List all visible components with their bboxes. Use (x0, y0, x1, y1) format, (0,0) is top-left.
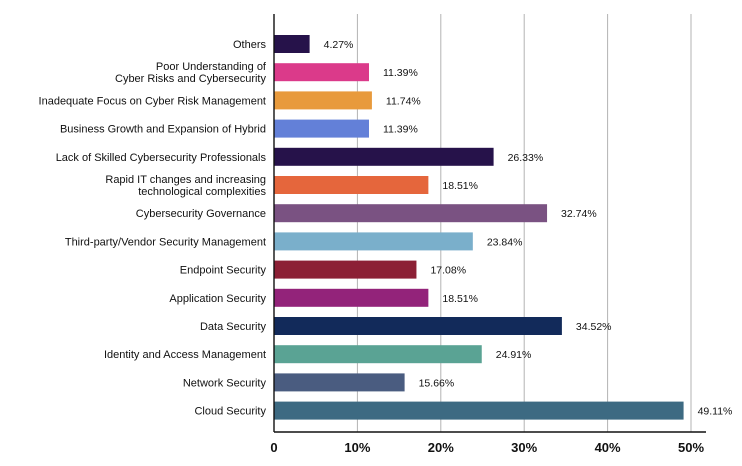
category-label: Poor Understanding of Cyber Risks and Cyb… (115, 61, 267, 85)
bar (274, 401, 684, 420)
bar (274, 63, 369, 82)
value-label: 26.33% (508, 152, 544, 164)
bar (274, 204, 548, 223)
x-tick-label: 0 (270, 440, 277, 455)
value-label: 18.51% (442, 180, 478, 192)
bar (274, 35, 310, 53)
bar (274, 288, 429, 307)
bar (274, 232, 473, 251)
category-label: Endpoint Security (180, 265, 267, 277)
bar (274, 176, 429, 194)
x-tick-label: 20% (428, 440, 454, 455)
value-label: 24.91% (496, 349, 532, 361)
category-label: Others (233, 39, 267, 51)
bar (274, 373, 405, 392)
category-label: Data Security (200, 321, 267, 333)
category-label: Inadequate Focus on Cyber Risk Managemen… (39, 95, 266, 107)
value-label: 11.39% (383, 124, 418, 136)
value-label: 34.52% (576, 321, 612, 333)
value-label: 11.39% (383, 67, 418, 79)
category-label: Cybersecurity Governance (136, 208, 266, 220)
category-label: Third-party/Vendor Security Management (65, 236, 266, 248)
bar (274, 147, 494, 166)
value-label: 32.74% (561, 208, 597, 220)
category-label: Rapid IT changes and increasing technolog… (105, 174, 266, 198)
value-label: 4.27% (324, 39, 354, 51)
category-label: Application Security (169, 293, 266, 305)
value-label: 15.66% (419, 377, 455, 389)
bar (274, 317, 562, 335)
value-label: 18.51% (442, 293, 478, 305)
value-label: 23.84% (487, 236, 523, 248)
bar (274, 91, 372, 110)
x-tick-label: 10% (344, 440, 370, 455)
category-label: Lack of Skilled Cybersecurity Profession… (56, 152, 267, 164)
value-label: 49.11% (698, 406, 733, 418)
x-tick-label: 50% (678, 440, 704, 455)
category-label: Cloud Security (194, 406, 266, 418)
x-tick-label: 30% (511, 440, 537, 455)
category-label: Identity and Access Management (104, 349, 266, 361)
value-label: 17.08% (430, 265, 466, 277)
category-label: Business Growth and Expansion of Hybrid (60, 124, 266, 136)
x-tick-label: 40% (595, 440, 621, 455)
bar (274, 345, 482, 364)
bar (274, 119, 369, 138)
bar (274, 260, 417, 279)
value-label: 11.74% (386, 95, 421, 107)
category-label: Network Security (183, 377, 267, 389)
